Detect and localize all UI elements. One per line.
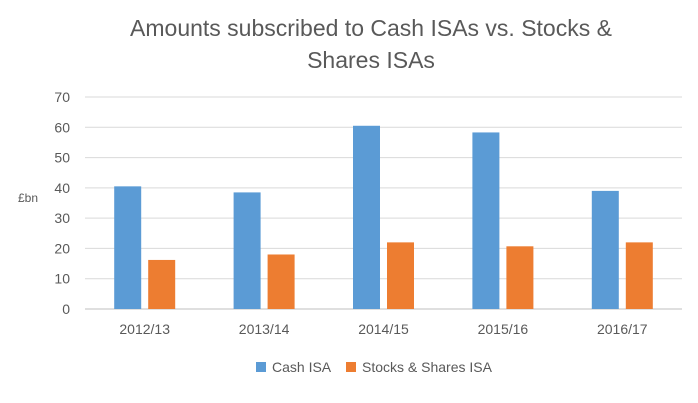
x-tick-label: 2014/15 <box>358 321 409 337</box>
x-tick-labels: 2012/13 2013/14 2014/15 2015/16 2016/17 <box>119 321 647 337</box>
y-tick-label: 50 <box>54 150 70 166</box>
legend: Cash ISA Stocks & Shares ISA <box>256 359 493 375</box>
x-tick-label: 2013/14 <box>239 321 290 337</box>
x-tick-label: 2012/13 <box>119 321 170 337</box>
y-axis-label: £bn <box>18 191 38 205</box>
chart-title-line1: Amounts subscribed to Cash ISAs vs. Stoc… <box>130 15 612 41</box>
bar-cash-isa <box>233 192 261 309</box>
bar-cash-isa <box>472 132 500 309</box>
x-tick-label: 2015/16 <box>478 321 529 337</box>
legend-swatch-cash-isa <box>256 362 266 372</box>
y-tick-label: 70 <box>54 89 70 105</box>
y-tick-labels: 0 10 20 30 40 50 60 70 <box>54 89 70 317</box>
y-tick-label: 0 <box>62 301 70 317</box>
bar-stocks-shares-isa <box>267 254 295 309</box>
gridlines <box>85 96 682 310</box>
bar-stocks-shares-isa <box>506 246 534 309</box>
y-tick-label: 20 <box>54 240 70 256</box>
chart-title-line2: Shares ISAs <box>307 47 435 73</box>
bar-cash-isa <box>591 190 619 309</box>
y-tick-label: 40 <box>54 180 70 196</box>
legend-label-cash-isa: Cash ISA <box>272 359 332 375</box>
bar-cash-isa <box>353 125 380 310</box>
bar-stocks-shares-isa <box>148 259 176 309</box>
bar-cash-isa <box>114 186 142 309</box>
legend-swatch-stocks-shares-isa <box>346 362 356 372</box>
bar-stocks-shares-isa <box>387 242 414 309</box>
y-tick-label: 60 <box>54 119 70 135</box>
legend-label-stocks-shares-isa: Stocks & Shares ISA <box>362 359 493 375</box>
x-tick-label: 2016/17 <box>597 321 648 337</box>
bar-stocks-shares-isa <box>625 242 653 309</box>
bars <box>114 125 653 310</box>
y-tick-label: 30 <box>54 210 70 226</box>
y-tick-label: 10 <box>54 271 70 287</box>
